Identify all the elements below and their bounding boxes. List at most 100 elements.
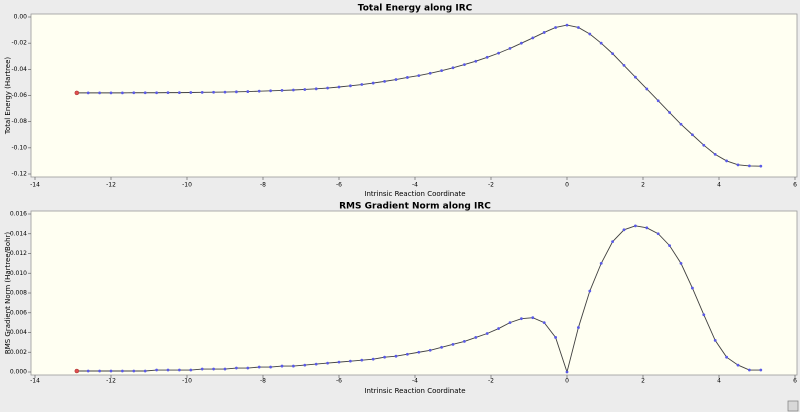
data-point bbox=[759, 368, 763, 372]
data-point bbox=[98, 91, 101, 95]
data-point bbox=[143, 369, 147, 373]
data-point bbox=[223, 90, 227, 94]
data-point bbox=[691, 286, 694, 290]
y-tick-label: -0.12 bbox=[11, 171, 27, 178]
data-point bbox=[109, 91, 113, 95]
data-point bbox=[451, 66, 455, 70]
data-point bbox=[634, 224, 637, 228]
y-tick-label: 0.002 bbox=[10, 349, 27, 356]
chart-title: RMS Gradient Norm along IRC bbox=[339, 202, 491, 212]
data-point bbox=[542, 321, 546, 325]
data-point bbox=[668, 111, 671, 114]
x-tick-label: 0 bbox=[565, 378, 569, 385]
data-point bbox=[725, 355, 728, 359]
y-tick-label: -0.06 bbox=[11, 92, 27, 99]
x-tick-label: 2 bbox=[641, 378, 645, 385]
data-point bbox=[497, 51, 500, 55]
x-tick-label: -10 bbox=[182, 378, 192, 385]
data-point bbox=[565, 370, 569, 374]
y-tick-label: 0.000 bbox=[10, 369, 27, 376]
data-point bbox=[86, 91, 90, 95]
data-point bbox=[713, 152, 717, 156]
y-tick-label: 0.004 bbox=[10, 329, 27, 336]
data-point bbox=[428, 348, 432, 352]
y-tick-label: 0.014 bbox=[10, 230, 27, 237]
data-point bbox=[143, 91, 147, 95]
x-tick-label: 6 bbox=[793, 182, 797, 189]
data-point bbox=[565, 23, 569, 27]
chart-title: Total Energy along IRC bbox=[358, 4, 473, 14]
x-tick-label: 0 bbox=[565, 182, 569, 189]
data-point bbox=[713, 339, 717, 342]
data-point bbox=[360, 83, 364, 86]
x-tick-label: -2 bbox=[488, 378, 494, 385]
y-tick-label: -0.10 bbox=[11, 144, 27, 151]
data-point bbox=[280, 88, 284, 92]
data-point bbox=[611, 240, 614, 244]
x-tick-label: -8 bbox=[260, 182, 266, 189]
data-point bbox=[121, 91, 124, 95]
data-point bbox=[178, 91, 181, 95]
data-point bbox=[577, 326, 580, 329]
y-axis-title: RMS Gradient Norm (Hartree/Bohr) bbox=[4, 232, 12, 355]
plot-area bbox=[30, 210, 798, 376]
data-point bbox=[725, 159, 728, 163]
resize-icon[interactable] bbox=[787, 400, 799, 412]
data-point bbox=[554, 26, 557, 29]
data-point bbox=[508, 321, 512, 325]
plot-area bbox=[30, 13, 798, 178]
data-point bbox=[577, 26, 580, 29]
data-point bbox=[121, 369, 124, 373]
data-point bbox=[440, 69, 443, 73]
data-point bbox=[668, 244, 671, 248]
data-point bbox=[520, 317, 523, 321]
data-point bbox=[622, 64, 626, 67]
data-point bbox=[702, 143, 706, 147]
y-tick-label: 0.010 bbox=[10, 270, 27, 277]
y-tick-label: 0.00 bbox=[14, 14, 28, 21]
data-point bbox=[748, 164, 751, 168]
data-point bbox=[485, 55, 489, 59]
data-point bbox=[257, 365, 261, 369]
x-tick-label: 4 bbox=[717, 182, 721, 189]
data-point bbox=[542, 31, 546, 34]
data-point bbox=[303, 88, 307, 91]
data-point bbox=[736, 163, 740, 167]
data-point bbox=[531, 36, 535, 40]
data-point bbox=[599, 261, 603, 265]
data-point bbox=[178, 368, 181, 372]
data-point bbox=[292, 88, 295, 92]
data-point bbox=[212, 90, 216, 94]
data-point bbox=[257, 89, 261, 93]
y-tick-label: -0.08 bbox=[11, 118, 27, 125]
data-point bbox=[269, 365, 272, 369]
x-axis-title: Intrinsic Reaction Coordinate bbox=[364, 190, 465, 198]
y-tick-label: -0.04 bbox=[11, 66, 27, 73]
data-point bbox=[520, 41, 523, 45]
data-point bbox=[474, 336, 478, 339]
x-tick-label: 2 bbox=[641, 182, 645, 189]
data-point bbox=[417, 350, 421, 354]
data-point bbox=[337, 360, 341, 364]
data-point bbox=[337, 85, 341, 89]
data-point bbox=[235, 366, 238, 370]
data-point bbox=[554, 336, 557, 339]
data-point bbox=[200, 367, 204, 371]
y-tick-label: 0.012 bbox=[10, 250, 27, 257]
data-point bbox=[679, 122, 683, 126]
data-point bbox=[166, 368, 170, 372]
data-point bbox=[292, 364, 295, 368]
data-point bbox=[440, 345, 443, 349]
data-point bbox=[656, 232, 660, 236]
data-point bbox=[394, 78, 398, 81]
x-tick-label: -4 bbox=[412, 378, 418, 385]
data-point bbox=[463, 63, 466, 67]
y-tick-label: 0.008 bbox=[10, 290, 27, 297]
data-point bbox=[406, 352, 409, 356]
data-point bbox=[588, 32, 592, 36]
data-point bbox=[611, 52, 614, 56]
data-point bbox=[656, 99, 660, 103]
data-point bbox=[406, 76, 409, 79]
data-point bbox=[246, 90, 250, 93]
